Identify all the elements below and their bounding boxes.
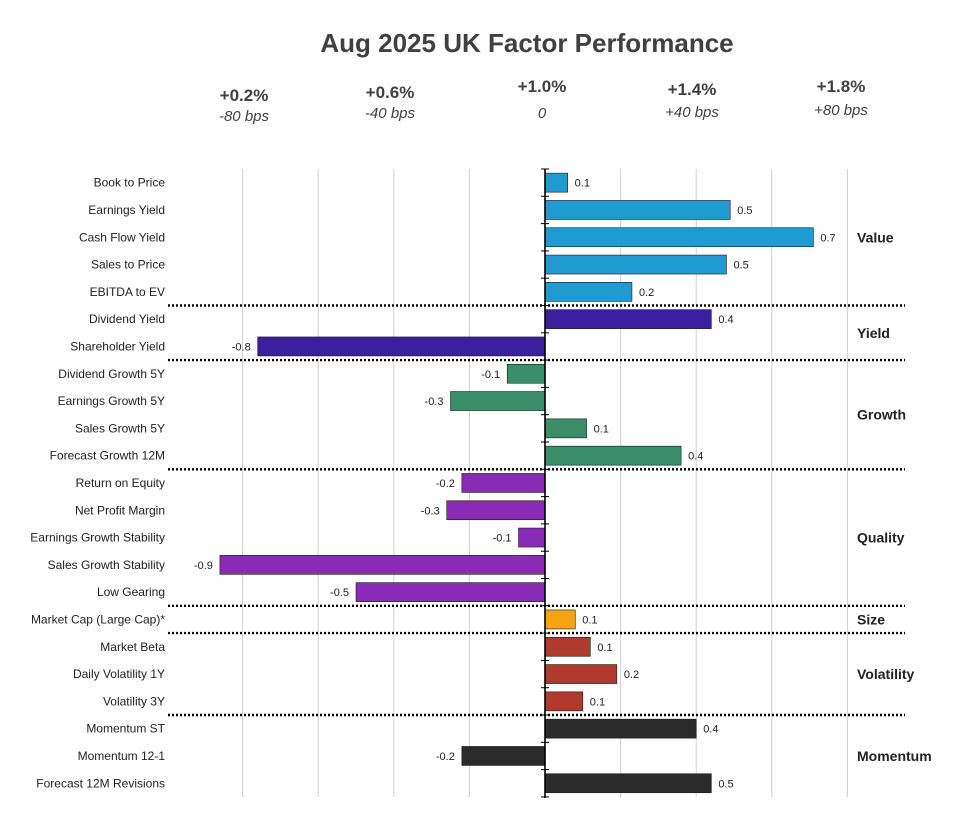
category-label: Sales Growth Stability [48,558,165,572]
value-label: 0.4 [688,451,703,463]
value-label: 0.5 [718,778,733,790]
group-separators [168,304,905,717]
bar [544,664,618,684]
group-label: Momentum [857,748,932,764]
category-label: Earnings Growth Stability [30,531,165,545]
category-label: Return on Equity [76,476,165,490]
category-label: Dividend Yield [89,312,165,326]
category-label: Sales to Price [91,258,165,272]
top-axis-bps-3: 0 [537,105,547,122]
group-label: Growth [857,407,906,423]
value-label: 0.7 [820,232,835,244]
value-label: 0.2 [624,669,639,681]
top-axis-bps-2: -40 bps [364,105,416,122]
chart-title: Aug 2025 UK Factor Performance [320,28,734,58]
bar [506,363,546,384]
bar [257,336,546,357]
top-axis-pct-4: +1.4% [667,80,717,99]
value-label: 0.5 [733,260,748,272]
value-label: -0.2 [436,751,455,763]
value-label: 0.1 [590,696,605,708]
category-label: Forecast Growth 12M [50,449,165,463]
bar [450,391,546,411]
bar [544,718,697,739]
value-label: -0.1 [493,533,512,545]
top-axis-pct-5: +1.8% [816,77,866,96]
top-axis-pct-3: +1.0% [517,77,567,96]
group-label: Value [857,229,894,245]
group-label: Yield [857,325,890,341]
category-label: Forecast 12M Revisions [36,776,165,790]
value-label: 0.1 [575,178,590,190]
group-label: Size [857,611,885,627]
value-label: -0.3 [421,505,440,517]
bar [544,445,682,466]
value-label: 0.5 [737,205,752,217]
value-label: 0.1 [594,423,609,435]
group-label: Volatility [857,666,915,682]
category-label: Earnings Growth 5Y [58,394,165,408]
bar [544,282,633,302]
category-label: Momentum 12-1 [78,749,166,763]
bar [219,555,546,575]
category-label: Shareholder Yield [70,339,165,353]
category-label: Earnings Yield [88,203,165,217]
category-label: Momentum ST [86,722,165,736]
category-label: Dividend Growth 5Y [58,367,165,381]
group-labels: Value Yield Growth Quality Size Volatility Mom… [857,229,932,764]
group-label: Quality [857,530,905,546]
top-axis-bps-5: +80 bps [814,102,868,119]
category-label: Volatility 3Y [103,694,165,708]
bar [446,500,546,521]
category-label: Sales Growth 5Y [75,421,165,435]
top-axis-bps-4: +40 bps [665,104,719,121]
value-label: 0.1 [597,642,612,654]
category-labels: Book to Price Earnings Yield Cash Flow Yie… [30,176,165,791]
bar [461,473,546,493]
value-label: -0.9 [194,560,213,572]
category-label: Daily Volatility 1Y [73,667,165,681]
bar [544,636,591,657]
top-axis-bps-1: -80 bps [218,108,270,125]
bars [219,172,814,794]
category-label: Net Profit Margin [75,503,165,517]
category-label: Market Beta [100,640,165,654]
bar [544,609,576,630]
value-label: -0.8 [232,341,251,353]
value-label: -0.2 [436,478,455,490]
zero-axis [541,168,549,798]
category-label: Book to Price [94,176,166,190]
bar [544,418,587,439]
value-label: 0.4 [718,314,733,326]
value-label: -0.1 [481,369,500,381]
bar [544,227,814,248]
value-label: 0.4 [703,724,718,736]
top-axis-pct-1: +0.2% [219,86,269,105]
bar [544,254,727,275]
category-label: Cash Flow Yield [79,230,165,244]
category-label: Low Gearing [97,585,165,599]
bar [355,582,546,602]
bar [544,309,712,329]
value-label: 0.1 [582,614,597,626]
value-label: 0.2 [639,287,654,299]
category-label: Market Cap (Large Cap)* [31,612,165,626]
top-axis-pct-2: +0.6% [365,83,415,102]
bar [544,172,568,193]
bar [544,773,712,794]
bar [544,691,584,712]
bar [461,746,546,766]
bar [544,200,731,220]
bar [518,527,546,548]
category-label: EBITDA to EV [90,285,165,299]
value-labels: 0.1 0.5 0.7 0.5 0.2 0.4 -0.8 -0.1 -0.3 0.1 0.4 -0.2… [194,178,836,791]
value-label: -0.5 [330,587,349,599]
value-label: -0.3 [425,396,444,408]
